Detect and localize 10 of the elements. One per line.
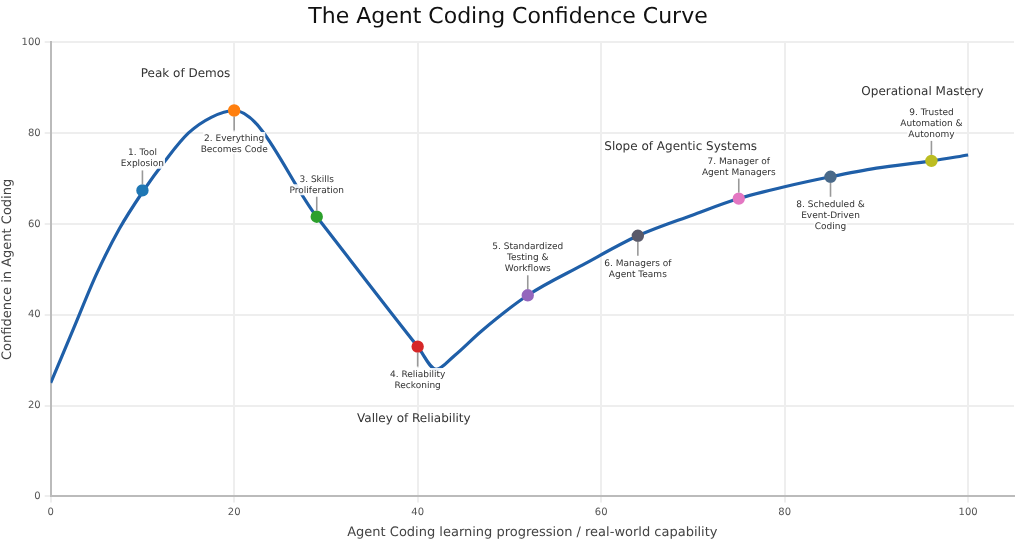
point bbox=[925, 154, 938, 168]
chart-title: The Agent Coding Confidence Curve bbox=[306, 2, 709, 29]
point bbox=[824, 170, 837, 183]
point bbox=[227, 104, 241, 117]
point bbox=[631, 229, 645, 242]
point bbox=[136, 184, 149, 197]
point bbox=[732, 192, 745, 205]
point bbox=[521, 289, 534, 302]
point bbox=[411, 340, 424, 353]
point bbox=[310, 210, 323, 223]
